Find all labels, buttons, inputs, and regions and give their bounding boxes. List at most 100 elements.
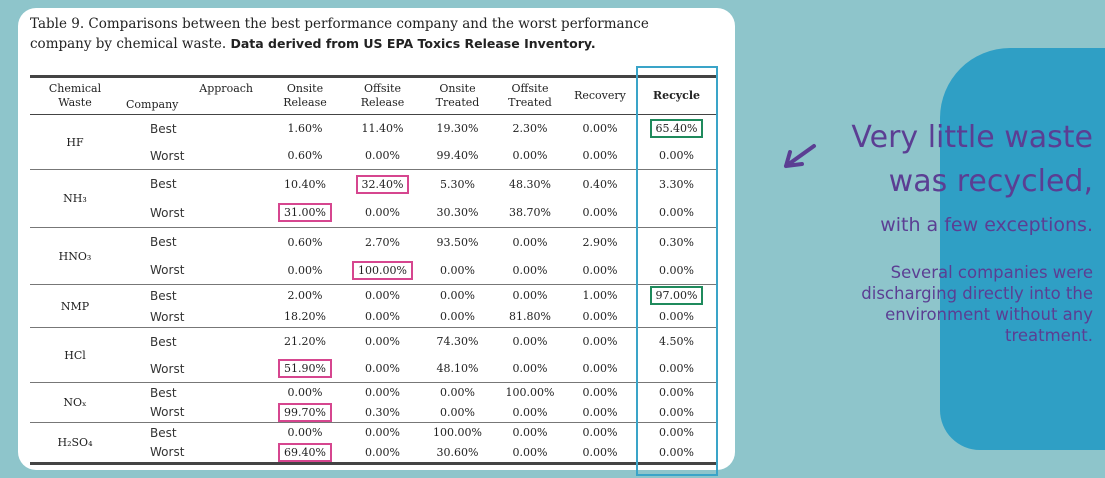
- value-text: 19.30%: [436, 122, 479, 135]
- value-cell: 10.40%: [265, 170, 345, 199]
- chemical-name: H₂SO₄: [57, 435, 93, 449]
- value-text: 31.00%: [278, 203, 332, 223]
- value-cell: 0.00%: [345, 328, 420, 356]
- value-text: 5.30%: [440, 177, 475, 191]
- value-cell: 99.70%: [265, 402, 345, 423]
- value-text: 0.00%: [440, 263, 475, 277]
- value-cell: 0.00%: [495, 228, 565, 257]
- chemical-name: NH₃: [63, 192, 87, 205]
- value-cell: 2.70%: [345, 228, 420, 257]
- header-cell: Chemical Waste: [30, 77, 120, 115]
- value-text: 0.00%: [582, 386, 618, 400]
- value-cell: 0.00%: [635, 383, 718, 403]
- value-cell: 0.00%: [565, 383, 635, 403]
- value-cell: 32.40%: [345, 170, 420, 199]
- value-cell: 1.00%: [565, 285, 635, 307]
- value-cell: 4.50%: [635, 328, 718, 356]
- value-text: 0.00%: [440, 405, 475, 419]
- company-cell: Worst: [150, 205, 185, 220]
- value-cell: 2.30%: [495, 115, 565, 143]
- header-text: Approach: [199, 82, 253, 95]
- value-cell: 0.00%: [265, 423, 345, 443]
- header-text: Offsite Release: [360, 82, 405, 109]
- value-cell: 0.00%: [495, 328, 565, 356]
- value-cell: 0.00%: [345, 443, 420, 464]
- value-text: 0.00%: [287, 386, 323, 400]
- value-text: 0.00%: [365, 310, 400, 323]
- caption: Table 9. Comparisons between the best pe…: [30, 14, 710, 54]
- value-text: 99.40%: [436, 149, 479, 162]
- table-row: HF Best 1.60% 11.40% 19.30% 2.30% 0.00% 65.40%: [30, 115, 718, 149]
- value-text: 0.00%: [659, 310, 694, 323]
- value-text: 0.00%: [659, 362, 694, 375]
- value-cell: 0.60%: [265, 142, 345, 170]
- value-cell: 0.00%: [265, 383, 345, 403]
- table-row: Worst 51.90% 0.00% 48.10% 0.00% 0.00% 0.00%: [30, 355, 718, 383]
- value-cell: 1.60%: [265, 115, 345, 143]
- value-cell: 0.00%: [635, 142, 718, 170]
- value-text: 0.00%: [582, 149, 618, 162]
- value-text: 0.00%: [287, 426, 323, 440]
- value-cell: 0.00%: [420, 256, 495, 285]
- value-cell: 0.00%: [495, 285, 565, 307]
- chemical-name: NMP: [60, 299, 90, 313]
- background-shape: [940, 48, 1105, 450]
- value-text: 65.40%: [649, 119, 704, 138]
- value-text: 0.00%: [365, 426, 400, 440]
- value-cell: 0.00%: [345, 355, 420, 383]
- table-row: NOₓ Best 0.00% 0.00% 0.00% 100.00% 0.00% 0.00%: [30, 383, 718, 409]
- value-cell: 0.00%: [565, 443, 635, 464]
- value-text: 0.00%: [659, 263, 694, 277]
- header-cell: Offsite Release: [345, 77, 420, 115]
- value-cell: 0.00%: [565, 306, 635, 328]
- value-text: 0.00%: [512, 335, 548, 348]
- value-text: 0.30%: [365, 405, 400, 419]
- value-cell: 0.00%: [635, 443, 718, 464]
- table-row: HCl Best 21.20% 0.00% 74.30% 0.00% 0.00% 4.50%: [30, 328, 718, 362]
- value-cell: 30.30%: [420, 199, 495, 228]
- value-text: 0.00%: [582, 405, 618, 419]
- value-text: 0.00%: [512, 149, 548, 162]
- value-text: 0.60%: [287, 149, 323, 162]
- value-text: 18.20%: [284, 310, 326, 323]
- value-text: 100.00%: [505, 386, 555, 400]
- value-text: 2.90%: [582, 235, 618, 249]
- value-cell: 0.00%: [420, 403, 495, 423]
- value-text: 2.00%: [287, 289, 323, 302]
- value-text: 93.50%: [436, 235, 479, 249]
- value-text: 2.30%: [512, 122, 548, 135]
- value-cell: 19.30%: [420, 115, 495, 143]
- value-text: 0.00%: [582, 122, 618, 135]
- value-text: 51.90%: [278, 359, 332, 378]
- caption-note: Data derived from US EPA Toxics Release …: [230, 36, 596, 51]
- value-text: 4.50%: [659, 335, 694, 348]
- company-cell: Worst: [150, 405, 185, 420]
- company-cell: Worst: [150, 263, 185, 277]
- table-row: Worst 0.60% 0.00% 99.40% 0.00% 0.00% 0.00%: [30, 142, 718, 170]
- header-text: Onsite Treated: [435, 82, 480, 109]
- table-row: Worst 69.40% 0.00% 30.60% 0.00% 0.00% 0.00%: [30, 442, 718, 464]
- value-cell: 0.30%: [635, 228, 718, 257]
- value-text: 74.30%: [436, 335, 479, 348]
- header-cell: Onsite Treated: [420, 77, 495, 115]
- value-cell: 48.10%: [420, 355, 495, 383]
- value-text: 97.00%: [649, 286, 704, 305]
- header-cell: Offsite Treated: [495, 77, 565, 115]
- value-cell: 38.70%: [495, 199, 565, 228]
- value-text: 0.00%: [582, 426, 618, 440]
- value-text: 0.00%: [659, 206, 694, 220]
- value-text: 0.00%: [659, 149, 694, 162]
- value-cell: 0.00%: [420, 285, 495, 307]
- value-text: 30.30%: [436, 206, 479, 220]
- header-text: Company: [126, 98, 179, 111]
- table: Chemical Waste Approach Company Onsite Re…: [30, 75, 718, 465]
- value-text: 0.00%: [365, 362, 400, 375]
- chemical-cell: HNO₃: [30, 228, 120, 285]
- value-cell: 0.00%: [495, 355, 565, 383]
- value-cell: 0.00%: [565, 199, 635, 228]
- value-cell: 0.30%: [345, 403, 420, 423]
- table-row: H₂SO₄ Best 0.00% 0.00% 100.00% 0.00% 0.00% 0.00…: [30, 423, 718, 449]
- value-text: 0.00%: [582, 310, 618, 323]
- chemical-name: HNO₃: [58, 249, 92, 263]
